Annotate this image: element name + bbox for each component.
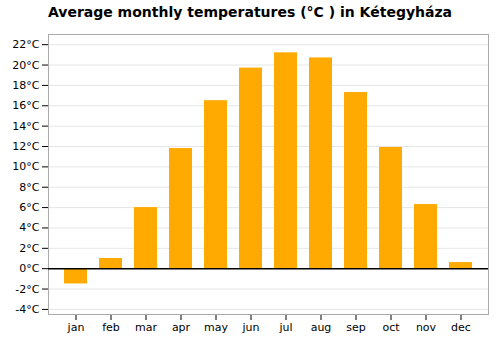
svg-text:-2°C: -2°C — [15, 283, 39, 296]
svg-text:8°C: 8°C — [19, 181, 39, 194]
svg-text:aug: aug — [311, 321, 332, 334]
svg-text:jan: jan — [67, 321, 85, 334]
svg-text:jul: jul — [278, 321, 292, 334]
svg-text:mar: mar — [135, 321, 157, 334]
svg-text:16°C: 16°C — [12, 99, 39, 112]
svg-text:dec: dec — [451, 321, 471, 334]
svg-text:2°C: 2°C — [19, 242, 39, 255]
svg-text:may: may — [204, 321, 228, 334]
svg-text:-4°C: -4°C — [15, 303, 39, 316]
svg-text:20°C: 20°C — [12, 59, 39, 72]
html-text:Average monthly temperatures (: Average monthly temperatures (°C ) in Ké… — [47, 4, 453, 20]
svg-text:22°C: 22°C — [12, 38, 39, 51]
svg-text:14°C: 14°C — [12, 120, 39, 133]
svg-text:feb: feb — [102, 321, 120, 334]
svg-text:apr: apr — [172, 321, 191, 334]
svg-text:12°C: 12°C — [12, 140, 39, 153]
svg-text:0°C: 0°C — [19, 262, 39, 275]
svg-text:jun: jun — [242, 321, 260, 334]
svg-text:4°C: 4°C — [19, 221, 39, 234]
svg-text:oct: oct — [382, 321, 400, 334]
svg-text:10°C: 10°C — [12, 160, 39, 173]
svg-text:6°C: 6°C — [19, 201, 39, 214]
svg-text:18°C: 18°C — [12, 79, 39, 92]
svg-text:sep: sep — [346, 321, 365, 334]
svg-text:nov: nov — [416, 321, 437, 334]
